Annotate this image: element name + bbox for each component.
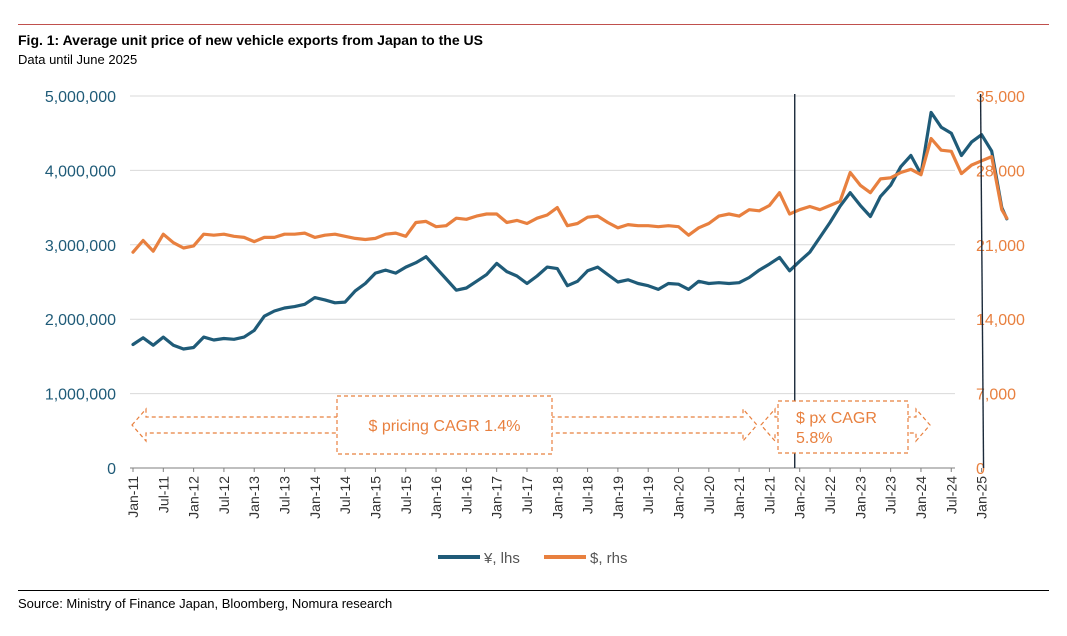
- x-tick-label: Jan-18: [549, 476, 565, 519]
- x-tick-label: Jan-21: [731, 476, 747, 519]
- x-tick-label: Jan-12: [186, 476, 202, 519]
- period-marker-line: [979, 93, 985, 469]
- cagr-arrow-post2022: [760, 407, 931, 443]
- x-tick-label: Jan-23: [852, 476, 868, 519]
- legend-label-yen: ¥, lhs: [483, 550, 520, 567]
- x-tick-label: Jul-13: [277, 476, 293, 514]
- chart-title: Fig. 1: Average unit price of new vehicl…: [18, 32, 483, 48]
- y-left-tick-label: 5,000,000: [45, 89, 116, 106]
- x-tick-label: Jul-16: [458, 476, 474, 514]
- top-rule: [18, 24, 1049, 25]
- x-tick-label: Jan-15: [367, 476, 383, 519]
- y-right-tick-label: 28,000: [976, 163, 1025, 180]
- y-right-tick-label: 21,000: [976, 238, 1025, 255]
- source-note: Source: Ministry of Finance Japan, Bloom…: [18, 596, 393, 611]
- bottom-rule: [18, 590, 1049, 591]
- x-tick-label: Jul-18: [580, 476, 596, 514]
- cagr-label-box-post2022: [777, 400, 909, 454]
- y-right-tick-label: 14,000: [976, 312, 1025, 329]
- y-right-tick-label: 0: [976, 461, 985, 478]
- cagr-label-post2022-line1: $ px CAGR: [796, 410, 877, 427]
- y-right-tick-label: 35,000: [976, 89, 1025, 106]
- x-tick-label: Jan-13: [246, 476, 262, 519]
- x-tick-label: Jul-14: [337, 476, 353, 514]
- cagr-label-post2022-line2: 5.8%: [796, 430, 832, 447]
- chart-subtitle: Data until June 2025: [18, 52, 138, 67]
- x-tick-label: Jan-20: [671, 476, 687, 519]
- x-tick-label: Jul-11: [155, 476, 171, 513]
- x-tick-label: Jan-19: [610, 476, 626, 519]
- x-tick-label: Jan-22: [792, 476, 808, 519]
- series-line-usd: [131, 136, 1009, 254]
- x-tick-label: Jan-24: [913, 476, 929, 519]
- x-tick-label: Jul-22: [822, 476, 838, 514]
- x-tick-label: Jan-11: [125, 476, 141, 518]
- x-tick-label: Jul-15: [398, 476, 414, 514]
- x-tick-label: Jul-20: [701, 476, 717, 514]
- x-tick-label: Jan-14: [307, 476, 323, 519]
- y-right-tick-label: 7,000: [976, 387, 1016, 404]
- y-left-tick-label: 3,000,000: [45, 238, 116, 255]
- x-tick-label: Jan-16: [428, 476, 444, 519]
- x-tick-label: Jul-19: [640, 476, 656, 514]
- cagr-arrow-pre2022: [131, 407, 758, 443]
- x-tick-label: Jul-17: [519, 476, 535, 514]
- series-line-yen: [131, 110, 1009, 351]
- x-tick-label: Jul-12: [216, 476, 232, 514]
- cagr-label-box-pre2022: [336, 395, 553, 455]
- y-left-tick-label: 4,000,000: [45, 163, 116, 180]
- x-tick-label: Jul-23: [883, 476, 899, 514]
- x-tick-label: Jan-17: [489, 476, 505, 519]
- x-tick-label: Jul-24: [943, 476, 959, 514]
- y-left-tick-label: 1,000,000: [45, 387, 116, 404]
- y-left-tick-label: 0: [107, 461, 116, 478]
- legend-label-usd: $, rhs: [590, 550, 628, 567]
- x-tick-label: Jul-21: [761, 476, 777, 514]
- x-tick-label: Jan-25: [974, 476, 990, 519]
- y-left-tick-label: 2,000,000: [45, 312, 116, 329]
- cagr-label-pre2022: $ pricing CAGR 1.4%: [368, 418, 520, 435]
